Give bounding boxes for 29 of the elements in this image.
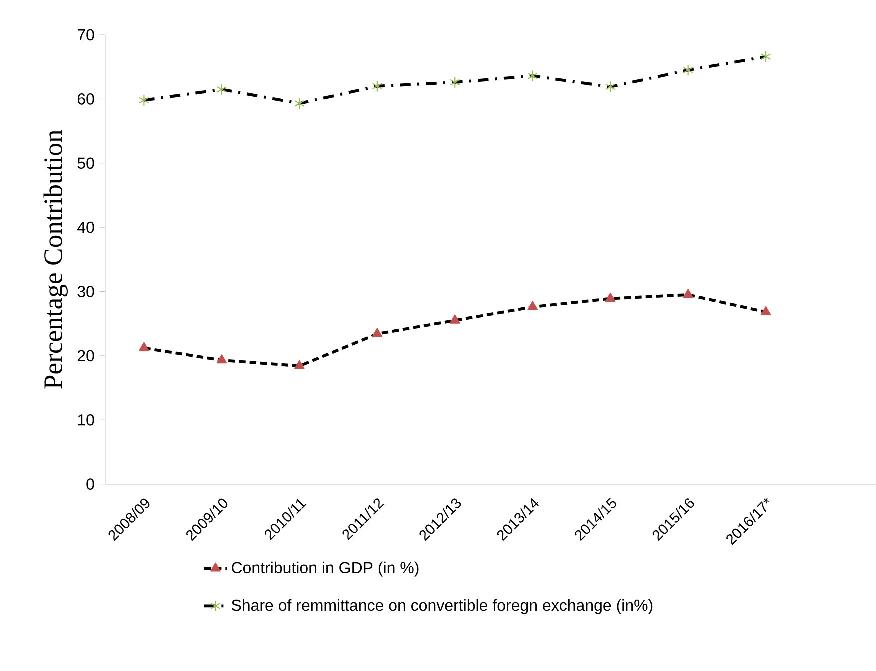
legend-label: Contribution in GDP (in %) [232, 562, 419, 577]
point [372, 80, 383, 92]
point [216, 84, 228, 96]
y-tick-label: 70 [78, 29, 94, 41]
point [139, 342, 150, 352]
y-tick-label: 40 [78, 222, 94, 234]
point [372, 328, 383, 338]
y-tick-label: 10 [78, 414, 94, 426]
y-tick-label: 60 [78, 94, 94, 105]
point [294, 98, 305, 110]
y-tick-label: 0 [86, 478, 94, 490]
point [450, 314, 460, 324]
point [528, 301, 538, 310]
point [528, 70, 538, 82]
point [605, 81, 616, 93]
y-axis-title: Percentage Contribution [44, 130, 68, 389]
legend-label: Share of remmittance on convertible foregn exchange (in%) [232, 599, 653, 614]
y-tick-label: 30 [78, 286, 94, 298]
point [760, 50, 772, 63]
point [139, 94, 150, 106]
point [450, 76, 460, 88]
point [760, 306, 772, 316]
point [605, 292, 616, 302]
y-tick-label: 20 [78, 350, 94, 362]
point [294, 360, 305, 370]
y-tick-label: 50 [78, 158, 94, 170]
point [683, 64, 694, 76]
point [683, 289, 694, 298]
point [216, 354, 228, 364]
